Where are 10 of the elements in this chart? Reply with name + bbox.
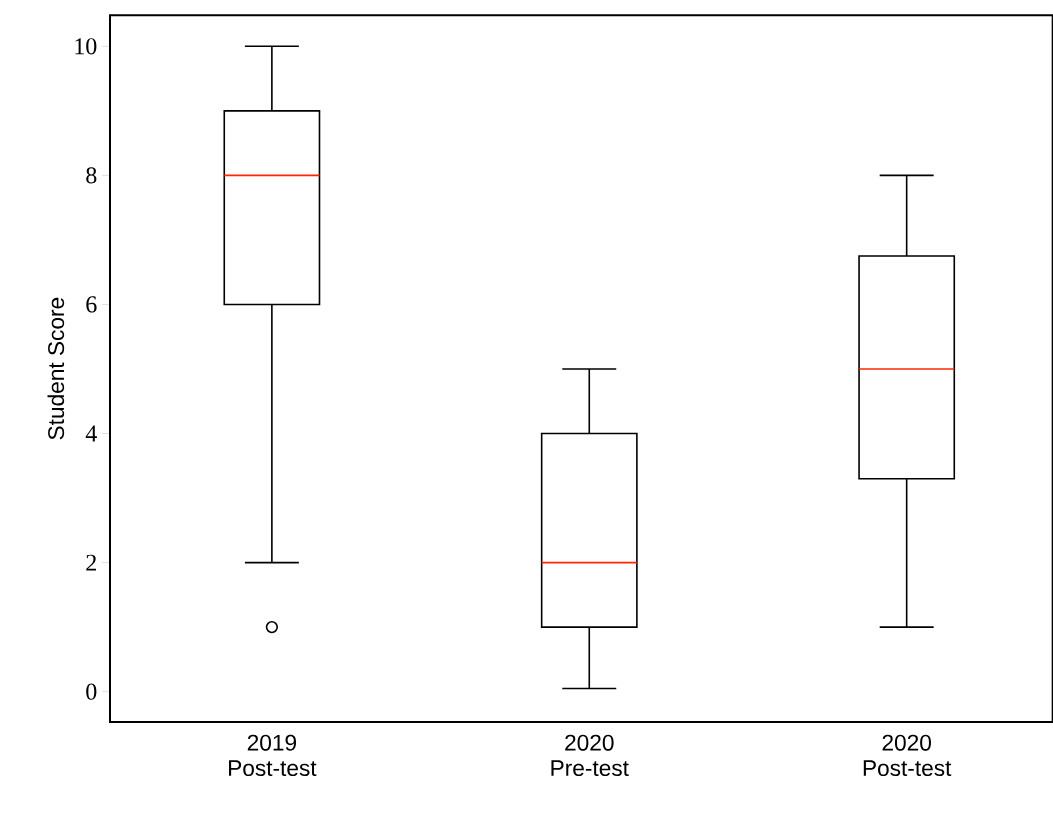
x-tick-label: 2020 Pre-test [551,734,629,777]
y-tick-label: 2 [86,554,96,571]
y-axis-title: Student Score [47,297,65,440]
y-tick-label: 8 [86,167,97,184]
x-tick-label: 2019 Post-test [229,734,317,777]
x-tick-label: 2020 Post-test [863,734,952,777]
y-tick-label: 10 [75,38,97,55]
y-tick-label: 4 [85,425,97,442]
y-tick-label: 0 [86,683,97,700]
y-tick-label: 6 [86,296,97,313]
